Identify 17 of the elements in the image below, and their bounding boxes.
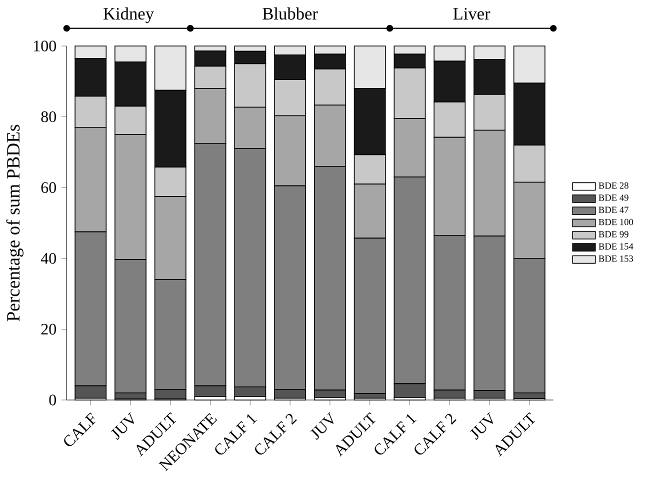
y-tick-label: 0 [49,394,56,406]
y-axis-title: Percentage of sum PBDEs [6,124,24,322]
y-tick-label: 20 [41,324,56,335]
legend-label: BDE 100 [598,218,634,226]
text: Kidney [103,7,154,24]
text: Blubber [262,7,318,20]
text: Liver [453,8,490,20]
legend-label: BDE 28 [598,182,628,189]
y-tick-label: 100 [34,40,56,52]
legend-label: BDE 49 [598,194,628,201]
y-tick-label: 60 [41,182,56,193]
legend-label: BDE 99 [598,231,628,238]
y-tick-label: 40 [40,252,56,264]
legend-label: BDE 153 [598,255,634,262]
legend-label: BDE 154 [598,243,634,250]
legend-label: BDE 47 [598,206,628,213]
y-tick-label: 80 [41,111,56,122]
